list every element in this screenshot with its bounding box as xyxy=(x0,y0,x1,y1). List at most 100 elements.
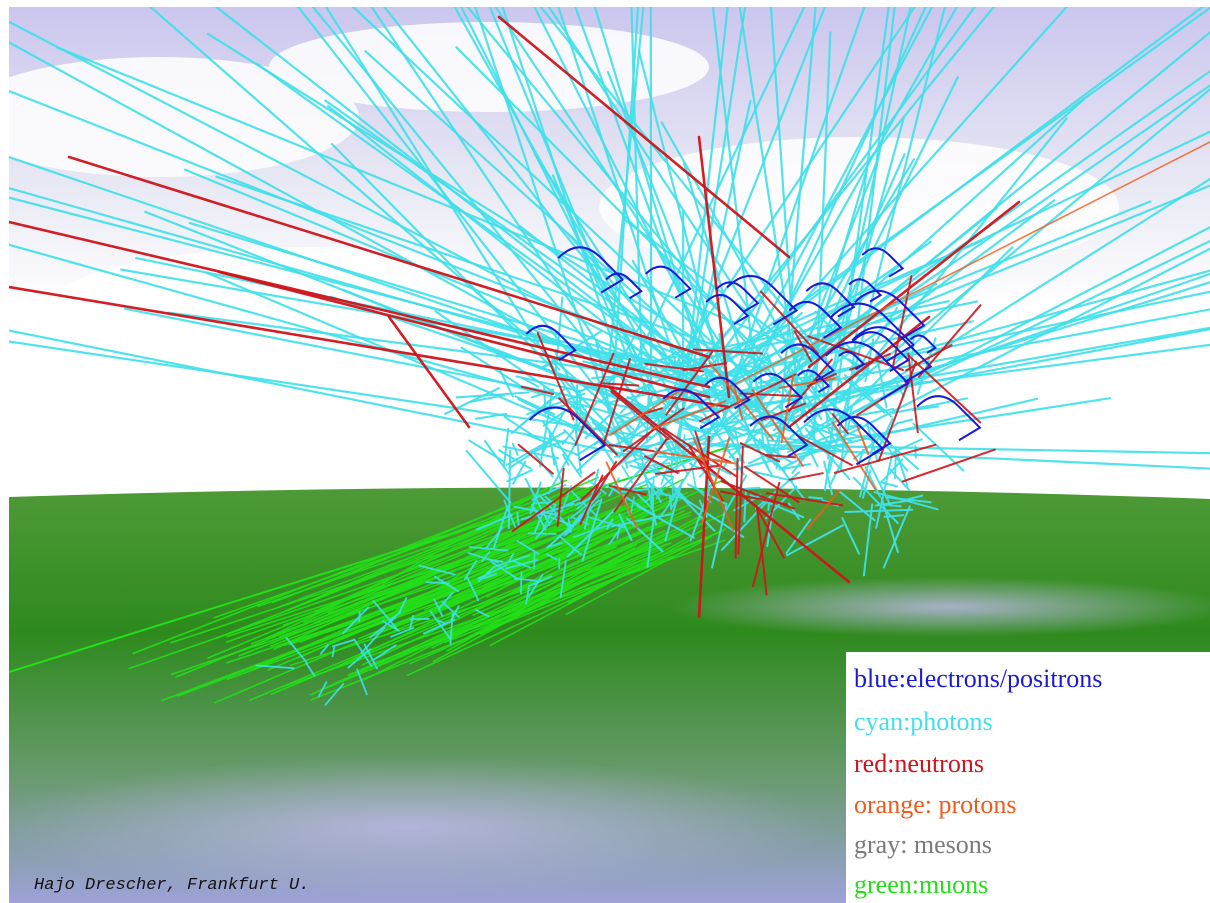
particle-track xyxy=(587,515,625,529)
particle-track xyxy=(670,451,673,478)
particle-track xyxy=(529,509,685,586)
particle-track xyxy=(858,448,865,463)
particle-track xyxy=(862,503,874,577)
particle-track xyxy=(492,505,509,549)
particle-track xyxy=(657,7,827,429)
particle-track xyxy=(356,668,368,696)
particle-track xyxy=(655,491,686,500)
particle-track xyxy=(466,7,836,450)
particle-track xyxy=(531,503,547,531)
particle-track xyxy=(744,7,958,383)
particle-track xyxy=(767,426,791,439)
particle-track xyxy=(673,7,916,367)
particle-track xyxy=(646,512,656,568)
particle-track xyxy=(317,681,328,698)
particle-track xyxy=(474,412,508,420)
particle-track xyxy=(856,424,870,456)
particle-track xyxy=(565,513,586,536)
particle-track xyxy=(634,7,806,363)
particle-track xyxy=(735,364,764,369)
particle-track xyxy=(711,7,765,449)
particle-track xyxy=(747,239,1210,465)
particle-track xyxy=(720,7,1210,362)
particle-track xyxy=(838,490,876,522)
electron-track xyxy=(644,265,693,299)
electron-track xyxy=(726,274,799,326)
particle-track xyxy=(762,458,773,476)
particle-track xyxy=(441,601,460,618)
electron-track xyxy=(525,324,577,361)
electron-track xyxy=(825,341,910,401)
particle-track xyxy=(671,493,680,508)
particle-track xyxy=(630,7,643,364)
particle-track xyxy=(288,516,636,646)
particle-track xyxy=(744,465,800,503)
particle-track xyxy=(214,7,683,370)
particle-track xyxy=(753,471,794,482)
particle-track xyxy=(511,471,596,533)
particle-track xyxy=(808,496,824,500)
particle-track xyxy=(387,315,471,429)
particle-track xyxy=(255,62,766,428)
particle-track xyxy=(905,344,953,372)
particle-track xyxy=(636,505,695,539)
particle-track xyxy=(660,490,679,517)
particle-track xyxy=(608,7,645,360)
particle-track xyxy=(693,348,763,355)
particle-track xyxy=(303,503,579,624)
particle-track xyxy=(217,270,711,399)
particle-track xyxy=(866,422,879,462)
particle-track xyxy=(734,429,742,462)
electron-track xyxy=(749,415,809,458)
particle-track xyxy=(520,503,575,521)
particle-track xyxy=(370,7,672,452)
particle-track xyxy=(896,418,914,425)
particle-track xyxy=(578,389,582,417)
particle-track xyxy=(716,7,934,415)
particle-track xyxy=(425,581,450,585)
particle-track xyxy=(797,435,853,467)
particle-track xyxy=(513,577,539,582)
particle-track xyxy=(671,476,674,497)
particle-track xyxy=(605,461,638,529)
particle-track xyxy=(690,462,697,488)
particle-track xyxy=(607,370,625,383)
particle-track xyxy=(530,388,555,399)
particle-track xyxy=(901,448,996,483)
particle-track xyxy=(574,352,615,446)
particle-track xyxy=(409,550,664,665)
particle-track xyxy=(760,290,819,355)
particle-track xyxy=(511,559,532,569)
particle-track xyxy=(472,529,666,616)
particle-track xyxy=(844,508,914,513)
electron-track xyxy=(805,282,856,318)
electron-track xyxy=(705,293,750,325)
particle-track xyxy=(891,397,969,414)
electron-track xyxy=(848,278,883,303)
particle-track xyxy=(619,382,651,414)
particle-track xyxy=(525,584,530,605)
particle-track xyxy=(507,552,515,563)
particle-track xyxy=(558,534,583,556)
particle-track xyxy=(9,186,689,382)
particle-track xyxy=(673,488,716,532)
particle-track xyxy=(579,428,655,502)
particle-track xyxy=(330,142,637,454)
particle-track xyxy=(805,380,861,429)
particle-track xyxy=(533,7,769,469)
particle-track xyxy=(559,559,567,599)
particle-track xyxy=(778,387,792,409)
particle-track xyxy=(593,7,709,381)
particle-track xyxy=(644,362,704,373)
particle-track xyxy=(510,386,567,435)
particle-track xyxy=(674,300,979,366)
particle-track xyxy=(503,499,517,528)
particle-track xyxy=(493,554,531,568)
particle-track xyxy=(682,427,717,436)
particle-track xyxy=(624,457,696,492)
particle-track xyxy=(614,313,646,374)
particle-track xyxy=(757,377,786,384)
particle-track xyxy=(406,527,727,677)
particle-track xyxy=(541,411,565,455)
particle-track xyxy=(907,352,919,434)
